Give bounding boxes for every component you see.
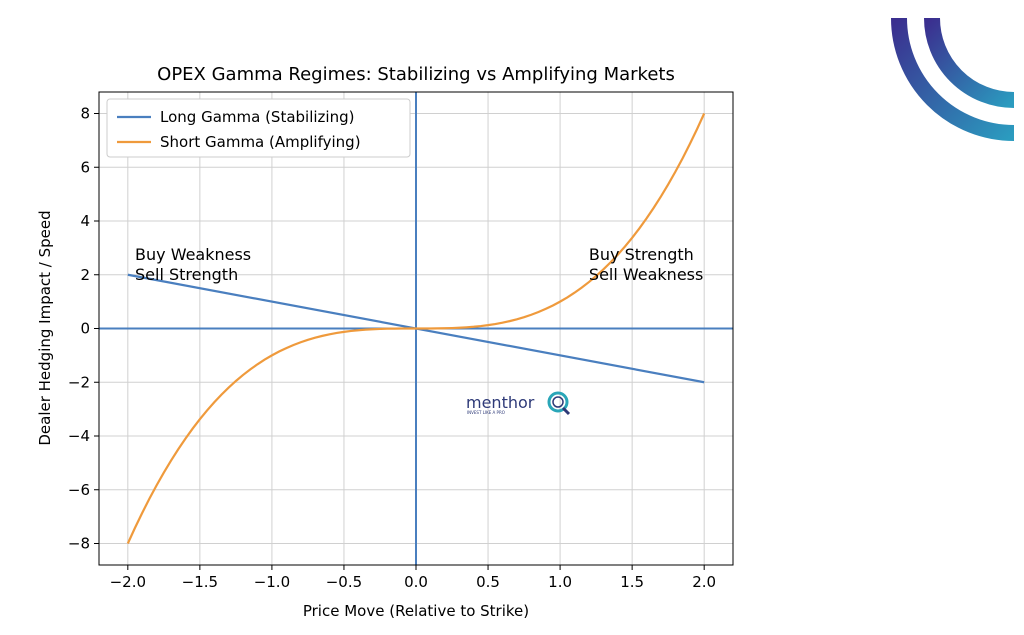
x-tick-label: −1.0 [254,573,290,591]
y-tick-label: −4 [68,427,90,445]
legend-box [106,98,411,158]
x-tick-label: −1.5 [182,573,218,591]
y-tick-label: 4 [80,212,90,230]
chart-title: OPEX Gamma Regimes: Stabilizing vs Ampli… [157,64,675,85]
y-axis-label: Dealer Hedging Impact / Speed [36,210,54,445]
x-tick-label: 0.0 [404,573,428,591]
menthor-watermark: menthor INVEST LIKE A PRO [466,391,571,416]
arc-logo-icon [891,17,1015,141]
annotation-text: Sell Weakness [589,265,703,284]
x-axis-ticks: −2.0 −1.5 −1.0 −0.5 0.0 0.5 1.0 1.5 2.0 [110,565,716,591]
legend: Long Gamma (Stabilizing) Short Gamma (Amp… [106,98,411,158]
annotation-text: Buy Strength [589,245,694,264]
y-tick-label: −6 [68,481,90,499]
x-tick-label: 1.0 [548,573,572,591]
q-logo-icon [547,391,571,416]
y-tick-label: −8 [68,535,90,553]
x-tick-label: −0.5 [326,573,362,591]
x-tick-label: 1.5 [620,573,644,591]
y-tick-label: 6 [80,158,90,176]
watermark-brand: menthor [466,393,535,412]
y-tick-label: −2 [68,373,90,391]
x-tick-label: 2.0 [692,573,716,591]
legend-label: Long Gamma (Stabilizing) [160,108,354,126]
series-group [126,113,706,544]
y-tick-label: 0 [80,320,90,338]
annotation-text: Sell Strength [135,265,238,284]
series-line-short-gamma [126,113,706,544]
y-axis-ticks: −8 −6 −4 −2 0 2 4 6 8 [68,105,99,553]
y-tick-label: 8 [80,105,90,123]
x-tick-label: 0.5 [476,573,500,591]
x-axis-label: Price Move (Relative to Strike) [303,602,529,620]
x-tick-label: −2.0 [110,573,146,591]
annotation-text: Buy Weakness [135,245,251,264]
y-tick-label: 2 [80,266,90,284]
watermark-tagline: INVEST LIKE A PRO [467,410,505,415]
legend-label: Short Gamma (Amplifying) [160,133,361,151]
